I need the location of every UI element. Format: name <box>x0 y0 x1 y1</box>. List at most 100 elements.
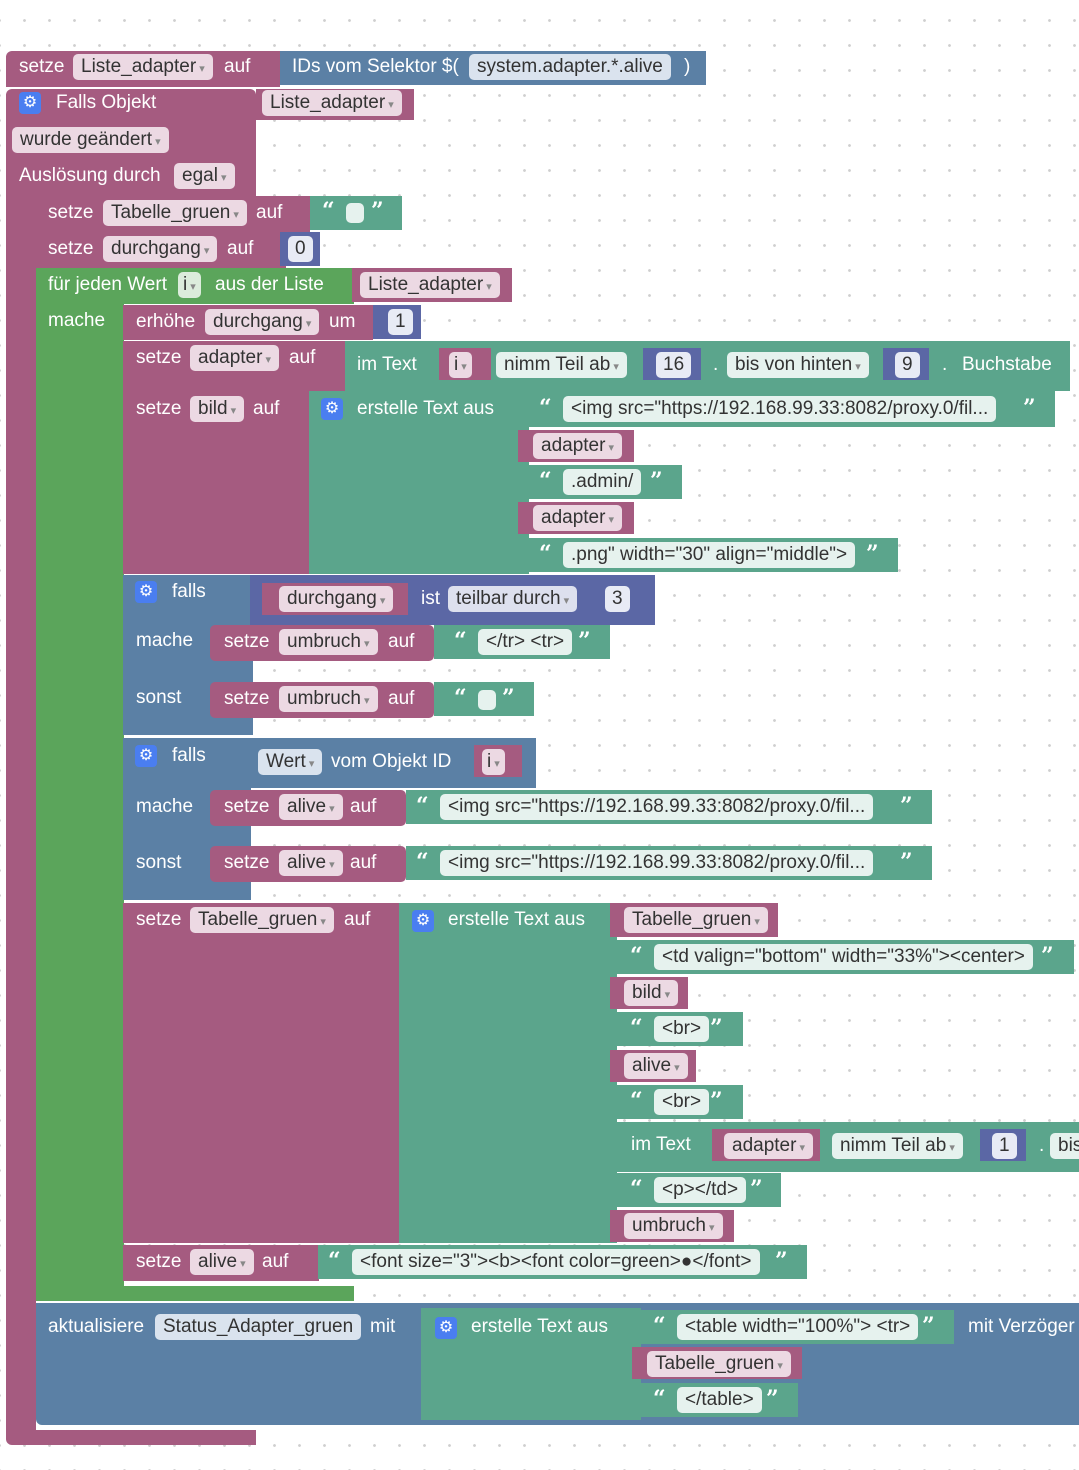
trigger-source-dropdown[interactable]: egal <box>174 163 235 189</box>
if-mutator-icon[interactable]: ⚙ <box>135 581 157 603</box>
set-label: setze <box>224 631 270 652</box>
quote-close-icon: ” <box>371 198 384 224</box>
p-td-text-input[interactable]: <p></td> <box>654 1177 747 1203</box>
to-dropdown[interactable]: bis von hinten <box>727 352 869 378</box>
loop-list-dropdown[interactable]: Liste_adapter <box>360 272 500 298</box>
empty-text-input[interactable] <box>478 690 496 710</box>
quote-close-icon: ” <box>1041 943 1054 969</box>
to-number-input[interactable]: 9 <box>895 352 920 378</box>
condition-var-dropdown[interactable]: durchgang <box>279 586 394 612</box>
img-then-text-input[interactable]: <img src="https://192.168.99.33:8082/pro… <box>440 794 874 820</box>
join-text-block[interactable] <box>309 391 529 574</box>
join-text-block[interactable] <box>421 1308 641 1420</box>
join-mutator-icon[interactable]: ⚙ <box>321 398 343 420</box>
set-label: setze <box>136 347 182 368</box>
empty-text-input[interactable] <box>346 203 364 223</box>
if-mutator-icon[interactable]: ⚙ <box>135 745 157 767</box>
umbruch-var-dropdown[interactable]: umbruch <box>624 1213 723 1239</box>
on-label: auf <box>253 398 280 419</box>
object-id-var-dropdown[interactable]: i <box>482 749 505 775</box>
trigger-mutator-icon[interactable]: ⚙ <box>19 92 41 114</box>
from-number-input[interactable]: 1 <box>992 1133 1017 1159</box>
set-label: setze <box>136 909 182 930</box>
bild-var-dropdown[interactable]: bild <box>190 396 245 422</box>
then-label: mache <box>136 630 194 651</box>
umbruch-var-dropdown[interactable]: umbruch <box>279 629 378 655</box>
divisor-input[interactable]: 3 <box>605 586 630 612</box>
join-adapter-var-dropdown[interactable]: adapter <box>533 433 623 459</box>
tabelle-var-dropdown[interactable]: Tabelle_gruen <box>190 907 334 933</box>
quote-open-icon: “ <box>630 943 643 969</box>
loop-var-dropdown[interactable]: i <box>178 272 201 298</box>
take-from-dropdown[interactable]: nimm Teil ab <box>496 352 627 378</box>
trigger-block-spine[interactable] <box>6 195 36 1435</box>
admin-text-input[interactable]: .admin/ <box>563 469 642 495</box>
take-from-dropdown[interactable]: nimm Teil ab <box>832 1133 963 1159</box>
number-input[interactable]: 0 <box>288 236 313 262</box>
font-text-input[interactable]: <font size="3"><b><font color=green>●</f… <box>352 1249 760 1275</box>
join-mutator-icon[interactable]: ⚙ <box>435 1317 457 1339</box>
liste-adapter-var-dropdown[interactable]: Liste_adapter <box>73 54 213 80</box>
quote-open-icon: “ <box>539 541 552 567</box>
join-adapter-var-dropdown[interactable]: adapter <box>533 505 623 531</box>
tabelle-var-dropdown[interactable]: Tabelle_gruen <box>624 907 768 933</box>
br-text-input[interactable]: <br> <box>654 1016 710 1042</box>
in-text-label: im Text <box>631 1134 691 1155</box>
table-open-text-input[interactable]: <table width="100%"> <tr> <box>677 1314 919 1340</box>
umbruch-var-dropdown[interactable]: umbruch <box>279 686 378 712</box>
value-type-dropdown[interactable]: Wert <box>258 749 323 775</box>
img-src-text-input[interactable]: <img src="https://192.168.99.33:8082/pro… <box>563 396 997 422</box>
quote-close-icon: ” <box>775 1248 788 1274</box>
png-text-input[interactable]: .png" width="30" align="middle"> <box>563 542 856 568</box>
for-each-loop-spine[interactable] <box>36 300 124 1290</box>
trigger-object-dropdown[interactable]: Liste_adapter <box>262 90 402 116</box>
loop-do-label: mache <box>48 310 106 331</box>
increment-number-input[interactable]: 1 <box>388 309 413 335</box>
dot-label: . <box>942 354 948 375</box>
tr-text-input[interactable]: </tr> <tr> <box>478 629 573 655</box>
table-close-text-input[interactable]: </table> <box>677 1387 762 1413</box>
alive-var-dropdown[interactable]: alive <box>279 850 343 876</box>
for-each-loop-bottom[interactable] <box>36 1286 354 1301</box>
substring-text-var-dropdown[interactable]: adapter <box>724 1133 814 1159</box>
img-else-text-input[interactable]: <img src="https://192.168.99.33:8082/pro… <box>440 850 874 876</box>
on-label: auf <box>227 238 254 259</box>
durchgang-var-dropdown[interactable]: durchgang <box>103 236 218 262</box>
tabelle-var-dropdown[interactable]: Tabelle_gruen <box>103 200 247 226</box>
alive-var-dropdown[interactable]: alive <box>190 1249 254 1275</box>
divisible-op-dropdown[interactable]: teilbar durch <box>448 586 578 612</box>
else-label: sonst <box>136 852 182 873</box>
cut-off-dropdown[interactable]: bis <box>1050 1133 1079 1159</box>
for-each-label: für jeden Wert <box>48 274 167 295</box>
tabelle-var-dropdown[interactable]: Tabelle_gruen <box>647 1351 791 1377</box>
delay-label: mit Verzöger <box>968 1316 1075 1337</box>
join-mutator-icon[interactable]: ⚙ <box>412 910 434 932</box>
substring-text-var-dropdown[interactable]: i <box>449 352 472 378</box>
adapter-var-dropdown[interactable]: adapter <box>190 345 280 371</box>
set-label: setze <box>136 1251 182 1272</box>
alive-var-dropdown[interactable]: alive <box>279 794 343 820</box>
trigger-block-bottom[interactable] <box>6 1430 256 1445</box>
join-text-block[interactable] <box>399 903 617 1243</box>
then-label: mache <box>136 796 194 817</box>
trigger-changed-dropdown[interactable]: wurde geändert <box>12 127 169 153</box>
quote-close-icon: ” <box>710 1088 723 1114</box>
br-text-input[interactable]: <br> <box>654 1089 710 1115</box>
on-label: auf <box>350 852 377 873</box>
alive-var-dropdown[interactable]: alive <box>624 1053 688 1079</box>
increment-var-dropdown[interactable]: durchgang <box>205 309 320 335</box>
quote-close-icon: ” <box>900 793 913 819</box>
update-target-input[interactable]: Status_Adapter_gruen <box>155 1314 362 1340</box>
set-tabelle-join-block[interactable] <box>123 903 399 1243</box>
selector-input[interactable]: system.adapter.*.alive <box>469 54 671 80</box>
quote-open-icon: “ <box>539 468 552 494</box>
td-text-input[interactable]: <td valign="bottom" width="33%"><center> <box>654 944 1033 970</box>
bild-var-dropdown[interactable]: bild <box>624 980 679 1006</box>
by-label: um <box>329 311 356 332</box>
on-label: auf <box>344 909 371 930</box>
quote-close-icon: ” <box>750 1176 763 1202</box>
quote-close-icon: ” <box>1023 395 1036 421</box>
from-number-input[interactable]: 16 <box>656 352 692 378</box>
quote-open-icon: “ <box>630 1088 643 1114</box>
else-label: sonst <box>136 687 182 708</box>
